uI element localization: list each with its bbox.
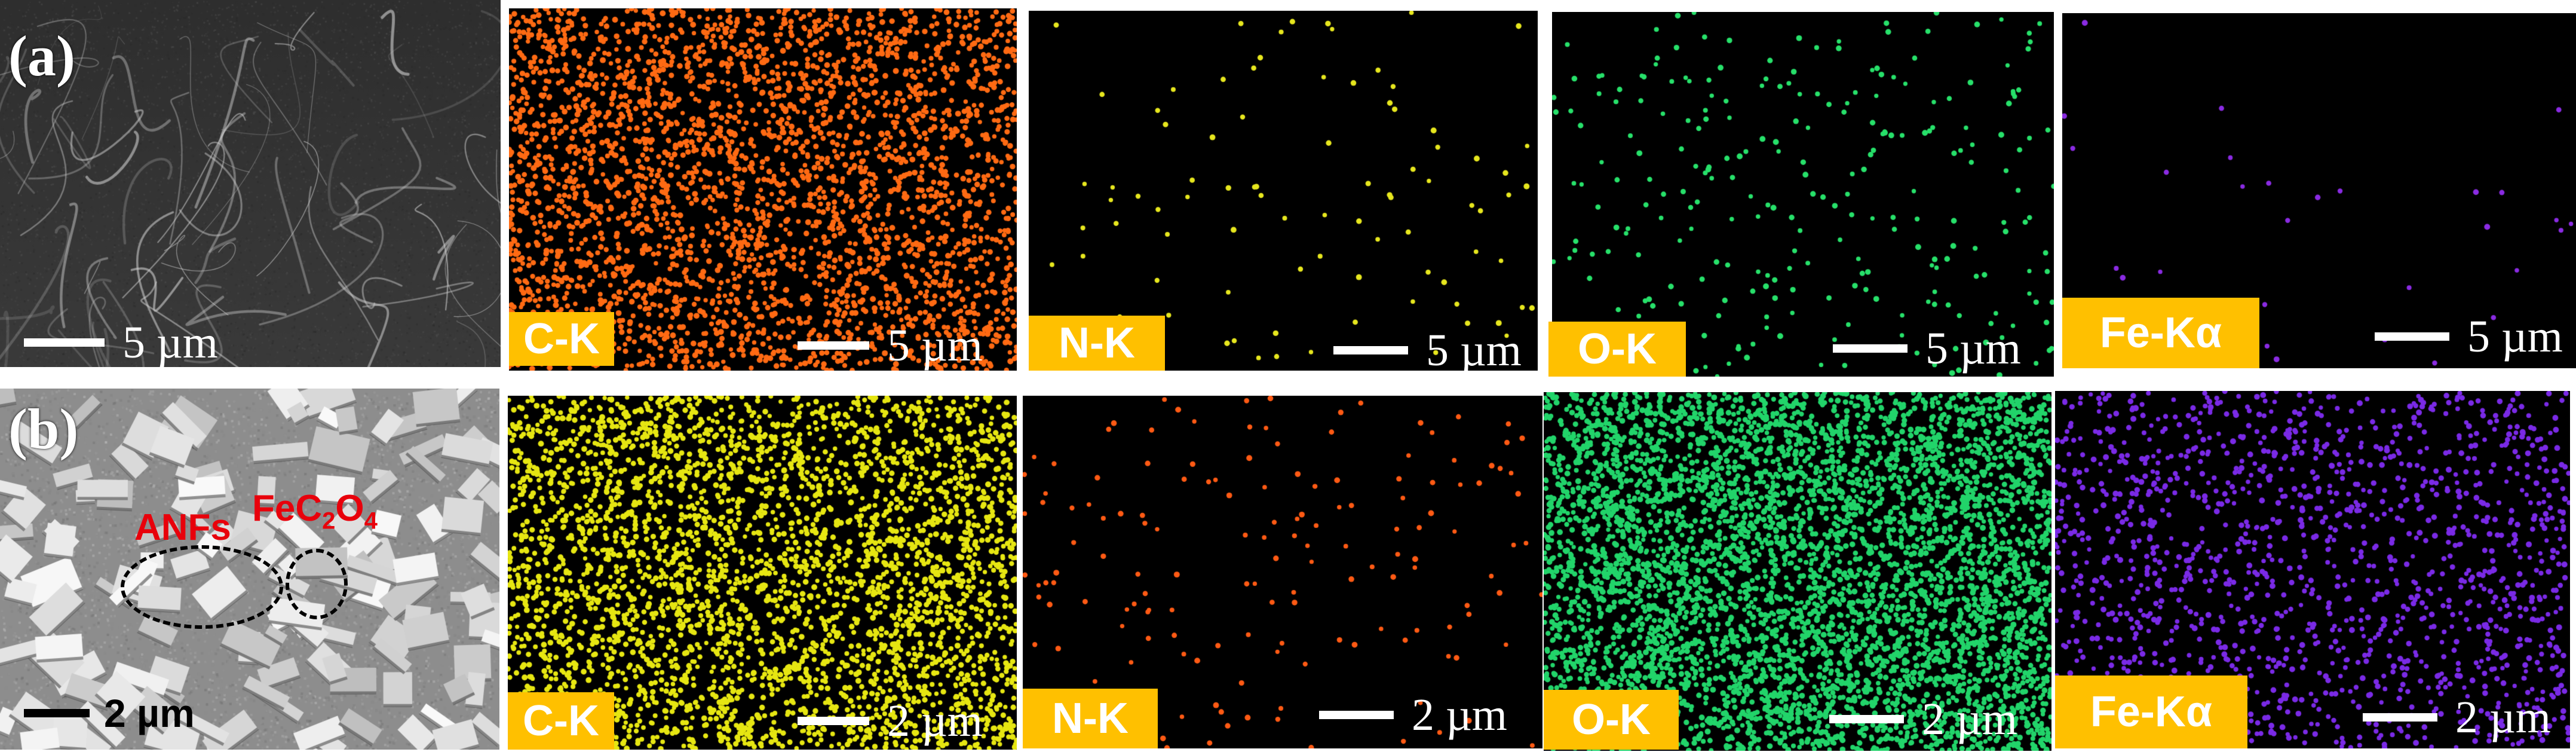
scale-bar-text: 2 µm — [1412, 690, 1507, 740]
scale-bar-text: 2 µm — [1922, 694, 2017, 744]
map-a-c — [509, 8, 1017, 371]
sem-micrograph-a — [0, 0, 501, 367]
element-map-dots — [508, 396, 1017, 750]
sem-image-a — [0, 0, 501, 367]
map-a-n — [1029, 11, 1538, 371]
fec2o4-sub-2: 2 — [322, 508, 336, 534]
scale-bar-line — [2375, 332, 2449, 341]
scale-bar-text: 5 µm — [122, 317, 218, 368]
scale-bar-text: 2 µm — [104, 691, 195, 735]
scale-bar-text: 2 µm — [887, 696, 983, 746]
element-map-dots — [509, 8, 1017, 371]
map-scale-bar-b-c: 2 µm — [798, 698, 983, 744]
map-scale-bar-a-fe: 5 µm — [2375, 314, 2563, 359]
map-scale-bar-a-c: 5 µm — [798, 323, 983, 368]
scale-bar-line — [1333, 346, 1408, 354]
scale-bar-text: 5 µm — [2467, 311, 2563, 362]
element-badge-a-n: N-K — [1029, 316, 1165, 371]
sem-scale-bar-b: 2 µm — [24, 693, 195, 733]
scale-bar-text: 5 µm — [1426, 325, 1522, 375]
map-b-fe — [2055, 391, 2570, 748]
map-scale-bar-b-o: 2 µm — [1829, 696, 2017, 742]
scale-bar-text: 2 µm — [2455, 692, 2551, 742]
fec2o4-o: O — [335, 488, 364, 529]
map-b-c — [508, 396, 1017, 750]
element-map-dots — [1029, 11, 1538, 371]
row-label-b: (b) — [8, 397, 79, 461]
scale-bar-line — [1319, 711, 1394, 719]
map-scale-bar-a-n: 5 µm — [1333, 328, 1522, 373]
map-scale-bar-b-fe: 2 µm — [2363, 695, 2551, 740]
row-label-a: (a) — [8, 24, 75, 88]
scale-bar-line — [1829, 715, 1904, 723]
scale-bar-text: 5 µm — [1925, 323, 2021, 374]
element-map-dots — [1552, 12, 2054, 377]
scale-bar-line — [798, 717, 869, 725]
element-badge-b-fe: Fe-Kα — [2055, 675, 2247, 748]
element-badge-b-c: C-K — [508, 692, 614, 750]
map-a-o — [1552, 12, 2054, 377]
anfs-ellipse — [121, 545, 283, 629]
scale-bar-line — [24, 709, 90, 717]
scale-bar-line — [1833, 344, 1908, 353]
element-badge-a-c: C-K — [509, 312, 614, 366]
scale-bar-text: 5 µm — [887, 320, 983, 371]
element-badge-b-o: O-K — [1544, 690, 1679, 750]
scale-bar-line — [24, 338, 105, 347]
fec2o4-fe-c: FeC — [252, 488, 323, 529]
anfs-label: ANFs — [134, 507, 231, 548]
element-badge-b-n: N-K — [1023, 689, 1158, 748]
fec2o4-ellipse — [286, 549, 348, 619]
scale-bar-line — [2363, 713, 2437, 722]
scale-bar-line — [798, 341, 869, 350]
sem-scale-bar-a: 5 µm — [24, 320, 218, 365]
element-badge-a-o: O-K — [1548, 322, 1686, 377]
map-scale-bar-b-n: 2 µm — [1319, 692, 1507, 738]
element-badge-a-fe: Fe-Kα — [2062, 298, 2259, 368]
fec2o4-sub-4: 4 — [364, 508, 378, 534]
sem-image-b — [0, 389, 499, 750]
fec2o4-label: FeC2O4 — [252, 490, 378, 533]
map-scale-bar-a-o: 5 µm — [1833, 326, 2021, 371]
